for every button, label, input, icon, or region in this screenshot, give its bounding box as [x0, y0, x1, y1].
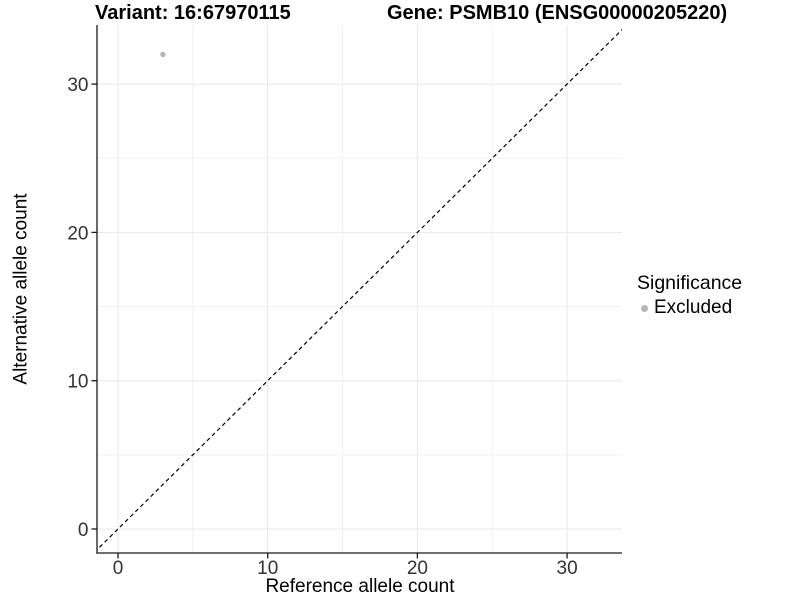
y-axis-title: Alternative allele count	[10, 193, 32, 385]
y-tick-label: 10	[67, 372, 88, 393]
x-tick-label: 30	[557, 558, 578, 579]
legend-title: Significance	[637, 272, 743, 294]
identity-line	[97, 28, 622, 551]
legend: Significance Excluded	[637, 272, 742, 319]
legend-item-excluded: Excluded	[641, 298, 742, 319]
variant-title: Variant: 16:67970115	[95, 2, 291, 24]
x-tick-label: 20	[407, 558, 428, 579]
data-points	[160, 51, 166, 58]
x-axis-title: Reference allele count	[265, 576, 455, 597]
gridlines-major	[97, 25, 622, 553]
gridlines-minor	[97, 25, 622, 553]
x-tick-label: 10	[257, 558, 278, 579]
data-point	[160, 51, 166, 58]
legend-point-icon	[641, 305, 648, 313]
x-tick-label: 0	[113, 558, 124, 579]
axis-tick-marks	[91, 83, 568, 559]
gene-title: Gene: PSMB10 (ENSG00000205220)	[387, 2, 728, 24]
legend-item-label: Excluded	[654, 297, 733, 319]
identity-dashed-line	[97, 28, 622, 551]
y-tick-label: 30	[67, 75, 88, 96]
y-tick-label: 0	[78, 520, 89, 541]
y-tick-label: 20	[67, 223, 88, 244]
axis-tick-labels: 0 10 20 30 0 10 20 30	[67, 75, 577, 579]
axis-lines	[96, 25, 622, 554]
